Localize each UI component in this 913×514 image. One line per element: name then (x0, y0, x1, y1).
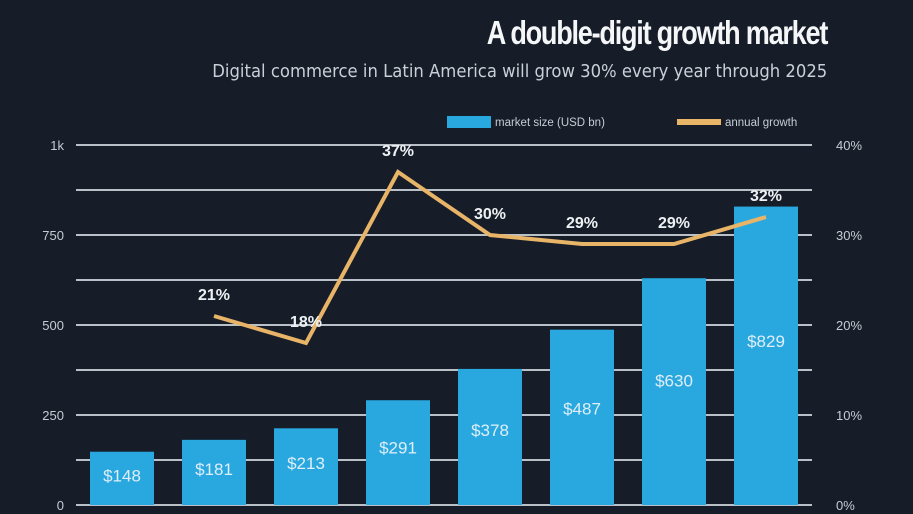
growth-value-label: 29% (566, 215, 598, 232)
y-left-tick-label: 1k (50, 138, 64, 153)
bar (90, 451, 154, 505)
bar-value-label: $291 (379, 438, 417, 457)
y-right-tick-label: 20% (836, 318, 862, 333)
growth-value-label: 21% (198, 287, 230, 304)
bar-value-label: $148 (103, 467, 141, 486)
legend-label-market-size: market size (USD bn) (495, 117, 605, 129)
y-right-tick-label: 0% (836, 498, 855, 513)
data-labels: $148 $181 $213 $291 $378 $487 $630 $829 21% 18% 37… (103, 143, 785, 486)
y-left-tick-label: 750 (42, 228, 64, 243)
bar (182, 439, 246, 505)
growth-value-label: 37% (382, 143, 414, 160)
legend-label-annual-growth: annual growth (725, 117, 797, 129)
bar-value-label: $630 (655, 371, 693, 390)
bar (366, 400, 430, 505)
y-left-tick-label: 250 (42, 408, 64, 423)
y-right-tick-label: 30% (836, 228, 862, 243)
axis-labels: 0 250 500 750 1k 0% 10% 20% 30% 40% (42, 138, 862, 513)
chart-title: A double-digit growth market (486, 14, 829, 51)
growth-line-group (213, 169, 767, 346)
growth-value-label: 30% (474, 206, 506, 223)
legend-swatch-market-size (447, 116, 491, 128)
bar-value-label: $213 (287, 454, 325, 473)
legend: market size (USD bn) annual growth (447, 116, 797, 129)
bar (550, 329, 614, 505)
bars (90, 206, 798, 505)
growth-value-label: 32% (750, 188, 782, 205)
bar (458, 368, 522, 505)
chart-subtitle: Digital commerce in Latin America will g… (211, 62, 827, 82)
y-right-tick-label: 40% (836, 138, 862, 153)
growth-value-label: 29% (658, 215, 690, 232)
bar (734, 206, 798, 505)
growth-value-label: 18% (290, 314, 322, 331)
y-left-tick-label: 0 (57, 498, 64, 513)
legend-swatch-annual-growth (677, 119, 721, 125)
bar-value-label: $378 (471, 421, 509, 440)
bar-value-label: $829 (747, 332, 785, 351)
bar-value-label: $487 (563, 400, 601, 419)
y-right-tick-label: 10% (836, 408, 862, 423)
bar-value-label: $181 (195, 460, 233, 479)
bar (274, 428, 338, 505)
y-left-tick-label: 500 (42, 318, 64, 333)
bar (642, 278, 706, 505)
